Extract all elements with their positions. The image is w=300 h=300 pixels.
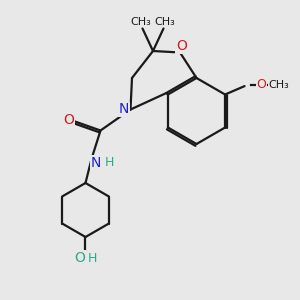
Text: H: H: [87, 251, 97, 265]
Text: O: O: [64, 113, 74, 127]
Text: H: H: [105, 156, 114, 169]
Text: N: N: [91, 156, 101, 170]
Text: CH₃: CH₃: [269, 80, 290, 90]
Text: CH₃: CH₃: [154, 17, 176, 27]
Text: O: O: [256, 78, 266, 91]
Text: CH₃: CH₃: [130, 17, 152, 27]
Text: N: N: [119, 103, 129, 116]
Text: O: O: [176, 39, 187, 53]
Text: O: O: [75, 251, 86, 265]
